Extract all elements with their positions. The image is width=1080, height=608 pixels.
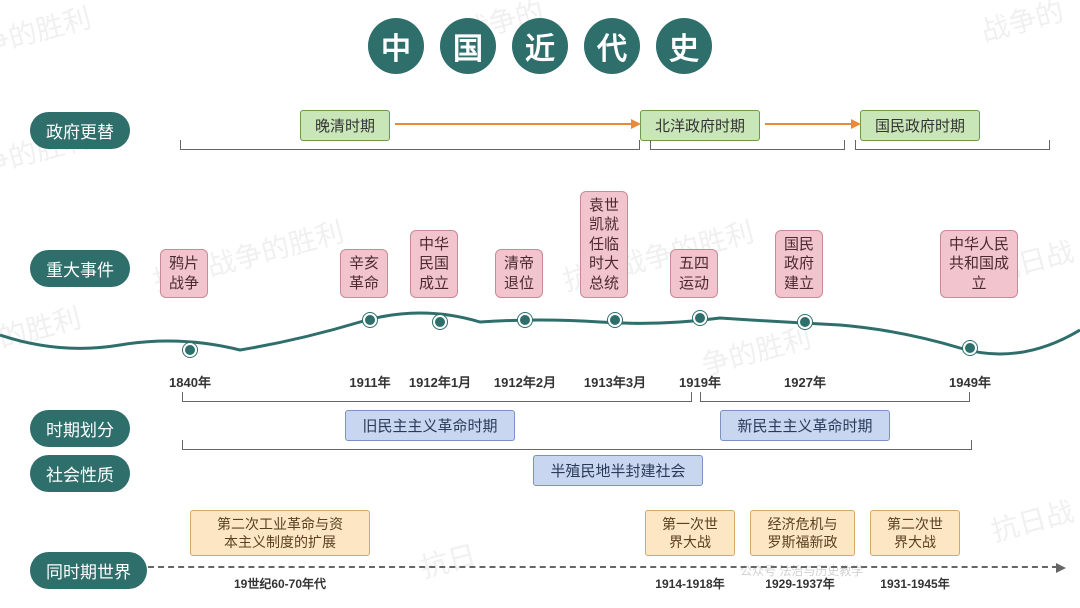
world-year-label: 1914-1918年 bbox=[655, 575, 724, 592]
row-label-world: 同时期世界 bbox=[30, 552, 147, 589]
society-box: 半殖民地半封建社会 bbox=[533, 455, 703, 486]
row-label-events: 重大事件 bbox=[30, 250, 130, 287]
year-label: 1913年3月 bbox=[584, 372, 646, 391]
year-label: 1912年2月 bbox=[494, 372, 556, 391]
timeline-dot bbox=[693, 311, 707, 325]
timeline-dot bbox=[963, 341, 977, 355]
world-timeline-arrow bbox=[148, 566, 1058, 568]
footer-credit: 公众号 法治与历史教学 bbox=[740, 562, 863, 579]
timeline-dot bbox=[433, 315, 447, 329]
event-box: 五四运动 bbox=[670, 249, 718, 298]
event-box: 袁世凯就任临时大总统 bbox=[580, 191, 628, 299]
row-label-society: 社会性质 bbox=[30, 455, 130, 492]
world-event-box: 第二次世界大战 bbox=[870, 510, 960, 556]
year-label: 1911年 bbox=[349, 372, 390, 391]
timeline-dot bbox=[183, 343, 197, 357]
world-event-box: 第二次工业革命与资本主义制度的扩展 bbox=[190, 510, 370, 556]
year-label: 1840年 bbox=[169, 372, 211, 391]
event-box: 辛亥革命 bbox=[340, 249, 388, 298]
row-label-period: 时期划分 bbox=[30, 410, 130, 447]
title-char: 近 bbox=[512, 18, 568, 74]
world-event-box: 第一次世界大战 bbox=[645, 510, 735, 556]
timeline-dot bbox=[363, 313, 377, 327]
title-char: 国 bbox=[440, 18, 496, 74]
timeline-dot bbox=[798, 315, 812, 329]
event-box: 国民政府建立 bbox=[775, 230, 823, 299]
period-box: 新民主主义革命时期 bbox=[720, 410, 890, 441]
gov-period-box: 国民政府时期 bbox=[860, 110, 980, 141]
timeline-wave bbox=[0, 300, 1080, 370]
gov-arrow bbox=[765, 123, 853, 125]
event-box: 中华人民共和国成立 bbox=[940, 230, 1018, 299]
year-label: 1919年 bbox=[679, 372, 721, 391]
event-box: 中华民国成立 bbox=[410, 230, 458, 299]
year-label: 1927年 bbox=[784, 372, 826, 391]
watermark: 抗日战 bbox=[986, 490, 1078, 550]
timeline-dot bbox=[608, 313, 622, 327]
event-box: 鸦片战争 bbox=[160, 249, 208, 298]
watermark: 抗日 bbox=[416, 533, 480, 586]
page-title: 中国近代史 bbox=[0, 18, 1080, 74]
title-char: 史 bbox=[656, 18, 712, 74]
event-box: 清帝退位 bbox=[495, 249, 543, 298]
year-label: 1912年1月 bbox=[409, 372, 471, 391]
title-char: 代 bbox=[584, 18, 640, 74]
world-year-label: 1931-1945年 bbox=[880, 575, 949, 592]
world-event-box: 经济危机与罗斯福新政 bbox=[750, 510, 855, 556]
gov-period-box: 北洋政府时期 bbox=[640, 110, 760, 141]
gov-period-box: 晚清时期 bbox=[300, 110, 390, 141]
world-year-label: 19世纪60-70年代 bbox=[234, 575, 326, 592]
timeline-dot bbox=[518, 313, 532, 327]
title-char: 中 bbox=[368, 18, 424, 74]
year-label: 1949年 bbox=[949, 372, 991, 391]
row-label-gov: 政府更替 bbox=[30, 112, 130, 149]
period-box: 旧民主主义革命时期 bbox=[345, 410, 515, 441]
gov-arrow bbox=[395, 123, 633, 125]
